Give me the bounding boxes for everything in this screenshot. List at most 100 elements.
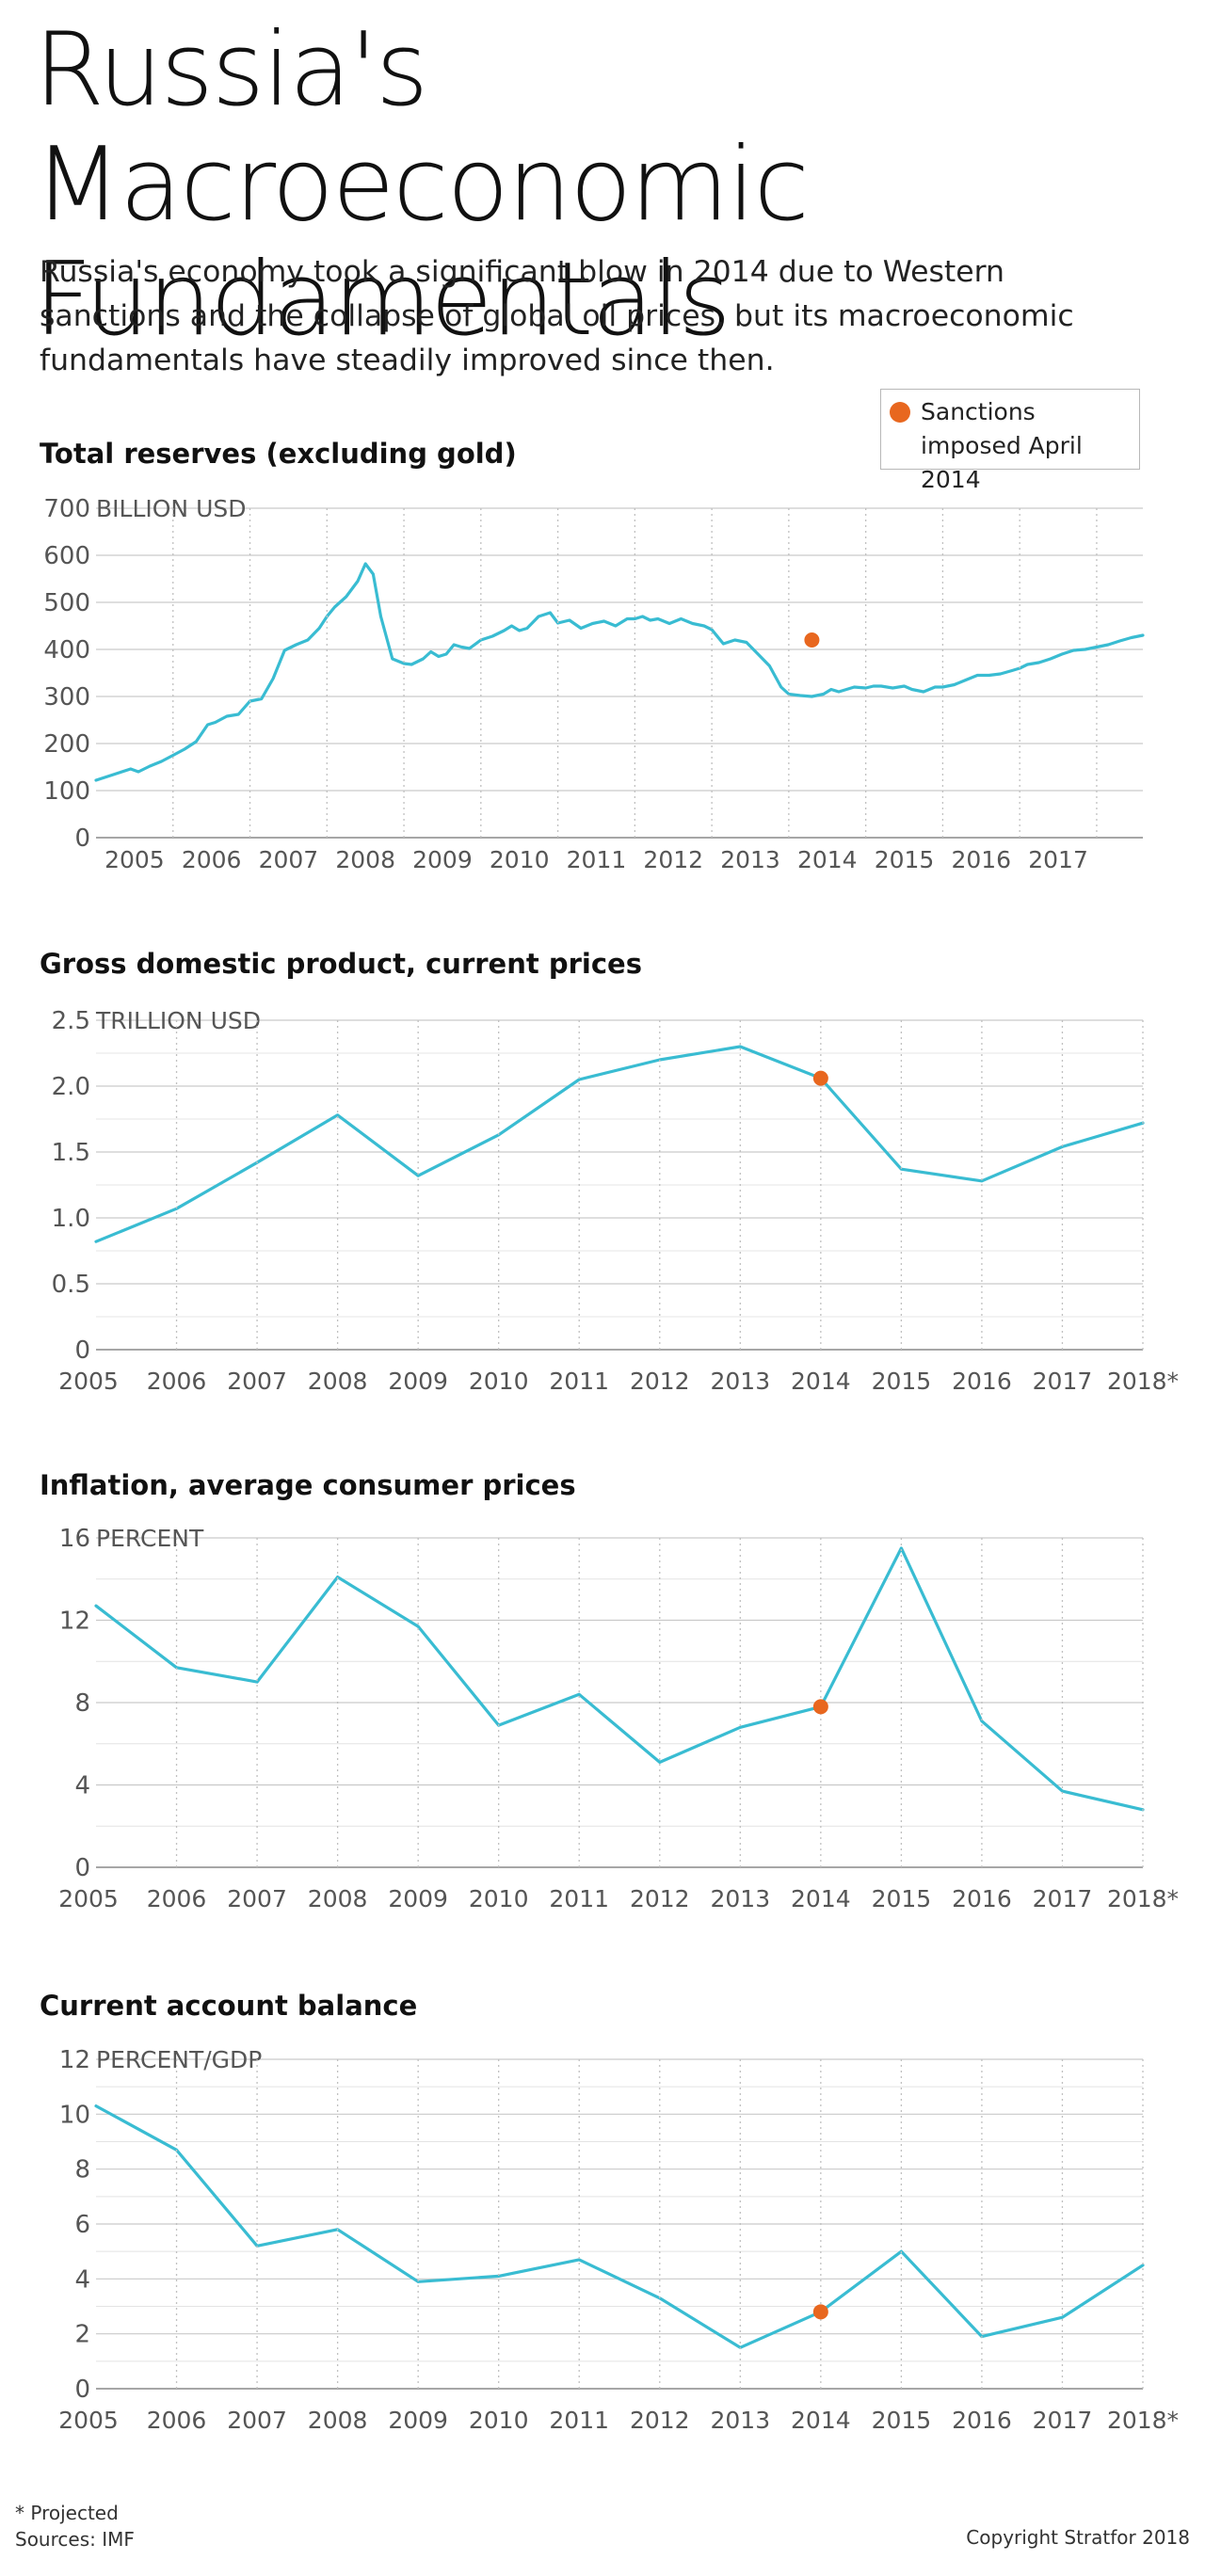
x-tick-label: 2007: [227, 2407, 287, 2434]
x-tick-label: 2014: [791, 1368, 851, 1395]
y-tick-label: 2.0: [52, 1073, 90, 1101]
gdp-chart: 0 0.5 1.0 1.5 2.0 2.5 TRILLION USD 2005 2006 2007…: [52, 1007, 1179, 1395]
y-tick-label: 300: [43, 683, 90, 712]
y-tick-label: 8: [74, 2156, 90, 2184]
y-tick-label: 12: [59, 1608, 90, 1636]
x-tick-label: 2010: [469, 2407, 529, 2434]
y-tick-label: 2.5: [52, 1007, 90, 1035]
y-tick-label: 2: [74, 2321, 90, 2349]
x-tick-label: 2007: [259, 846, 319, 873]
sources-note: Sources: IMF: [15, 2528, 135, 2551]
x-tick-label: 2011: [549, 1368, 609, 1395]
unit-label: TRILLION USD: [95, 1007, 261, 1034]
y-tick-label: 0: [74, 1854, 90, 1882]
x-tick-label: 2006: [147, 2407, 207, 2434]
chart-title-inflation: Inflation, average consumer prices: [40, 1469, 576, 1501]
sanctions-marker: [812, 1699, 828, 1715]
legend-box: Sanctions imposed April 2014: [880, 389, 1140, 493]
unit-label: BILLION USD: [96, 495, 247, 522]
x-tick-label: 2005: [104, 846, 165, 873]
chart-title-current-account: Current account balance: [40, 1990, 418, 2022]
unit-label: PERCENT/GDP: [96, 2046, 262, 2073]
x-tick-label: 2014: [797, 846, 858, 873]
series-line: [94, 2104, 1145, 2349]
x-tick-label: 2008: [335, 846, 395, 873]
y-tick-label: 0: [74, 1336, 90, 1365]
x-tick-label: 2016: [952, 1368, 1012, 1395]
x-tick-label: 2010: [469, 1885, 529, 1912]
x-tick-label: 2018*: [1107, 1368, 1179, 1395]
x-tick-label: 2005: [58, 2407, 119, 2434]
y-tick-label: 6: [74, 2211, 90, 2239]
y-tick-label: 200: [43, 730, 90, 759]
y-tick-label: 0.5: [52, 1271, 90, 1299]
x-tick-label: 2009: [388, 2407, 448, 2434]
x-tick-label: 2013: [720, 846, 780, 873]
x-tick-label: 2010: [490, 846, 550, 873]
copyright: Copyright Stratfor 2018: [966, 2526, 1190, 2549]
x-tick-label: 2006: [147, 1885, 207, 1912]
x-tick-label: 2005: [58, 1368, 119, 1395]
y-tick-label: 12: [59, 2046, 90, 2074]
series-line: [94, 1045, 1145, 1243]
x-tick-label: 2010: [469, 1368, 529, 1395]
y-tick-label: 10: [59, 2101, 90, 2129]
sanctions-marker-icon: [890, 402, 910, 423]
x-tick-label: 2005: [58, 1885, 119, 1912]
x-tick-label: 2015: [872, 1885, 932, 1912]
x-tick-label: 2017: [1033, 1368, 1093, 1395]
x-tick-label: 2017: [1033, 1885, 1093, 1912]
x-tick-label: 2006: [147, 1368, 207, 1395]
y-tick-label: 1.5: [52, 1139, 90, 1167]
legend-label: Sanctions imposed April 2014: [921, 398, 1083, 493]
x-tick-label: 2017: [1028, 846, 1088, 873]
x-tick-label: 2016: [952, 1885, 1012, 1912]
reserves-chart: 0 100 200 300 400 500 600 700 BILLION USD 2005 200…: [43, 495, 1145, 873]
current-account-chart: 0 2 4 6 8 10 12 PERCENT/GDP 2005 2006 2007 2008 2009…: [58, 2046, 1179, 2434]
x-tick-label: 2007: [227, 1368, 287, 1395]
series-line: [94, 562, 1145, 782]
x-tick-label: 2012: [643, 846, 703, 873]
x-tick-label: 2018*: [1107, 2407, 1179, 2434]
y-tick-label: 16: [59, 1525, 90, 1553]
y-tick-label: 4: [74, 2265, 90, 2294]
x-tick-label: 2012: [630, 2407, 690, 2434]
x-tick-label: 2011: [567, 846, 627, 873]
sanctions-marker: [804, 632, 820, 648]
x-tick-label: 2011: [549, 1885, 609, 1912]
series-line: [94, 1546, 1145, 1812]
y-tick-label: 0: [74, 824, 90, 853]
x-tick-label: 2013: [710, 2407, 770, 2434]
x-tick-label: 2015: [872, 2407, 932, 2434]
x-tick-label: 2014: [791, 2407, 851, 2434]
x-tick-label: 2009: [388, 1885, 448, 1912]
y-tick-label: 600: [43, 542, 90, 570]
page-subtitle: Russia's economy took a significant blow…: [40, 255, 1074, 377]
x-tick-label: 2016: [951, 846, 1011, 873]
x-tick-label: 2018*: [1107, 1885, 1179, 1912]
x-tick-label: 2011: [549, 2407, 609, 2434]
y-tick-label: 4: [74, 1772, 90, 1800]
y-tick-label: 700: [43, 495, 90, 523]
y-tick-label: 0: [74, 2376, 90, 2404]
x-tick-label: 2006: [182, 846, 242, 873]
x-tick-label: 2015: [872, 1368, 932, 1395]
y-tick-label: 500: [43, 589, 90, 617]
y-tick-label: 100: [43, 777, 90, 806]
x-tick-label: 2016: [952, 2407, 1012, 2434]
x-tick-label: 2013: [710, 1885, 770, 1912]
inflation-chart: 0 4 8 12 16 PERCENT 2005 2006 2007 2008 2009 2010 20…: [58, 1525, 1179, 1912]
unit-label: PERCENT: [96, 1525, 204, 1552]
x-tick-label: 2014: [791, 1885, 851, 1912]
x-tick-label: 2012: [630, 1885, 690, 1912]
chart-title-gdp: Gross domestic product, current prices: [40, 948, 642, 980]
x-tick-label: 2013: [710, 1368, 770, 1395]
projected-note: * Projected: [15, 2502, 119, 2524]
x-tick-label: 2009: [388, 1368, 448, 1395]
sanctions-marker: [812, 1070, 828, 1086]
footer-notes: * Projected Sources: IMF: [15, 2500, 135, 2552]
y-tick-label: 1.0: [52, 1205, 90, 1233]
x-tick-label: 2008: [308, 1368, 368, 1395]
x-tick-label: 2009: [412, 846, 473, 873]
sanctions-marker: [812, 2304, 828, 2320]
